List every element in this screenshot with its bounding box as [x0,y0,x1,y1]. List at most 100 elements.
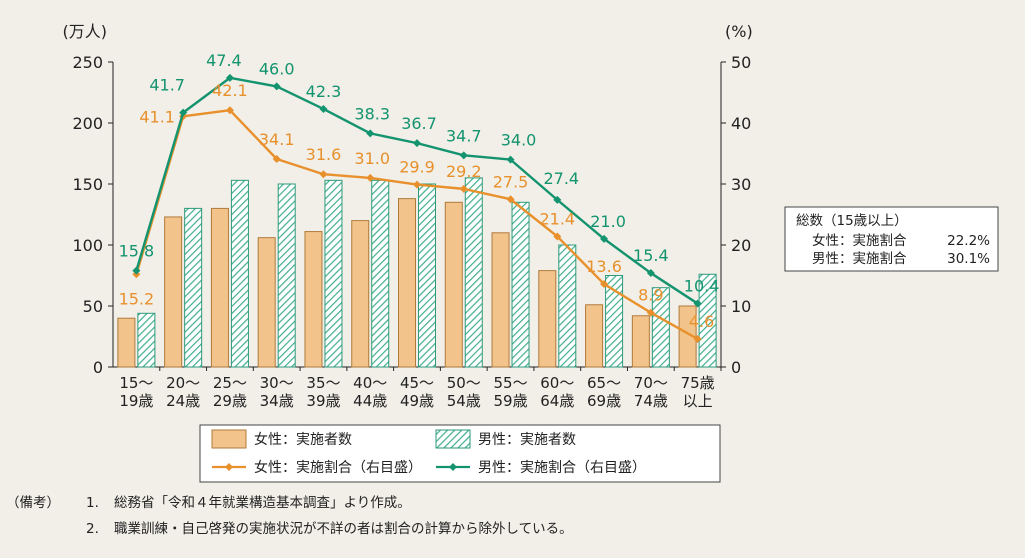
x-tick-label: 45～ [400,374,434,392]
left-axis-unit: (万人) [63,22,108,41]
male-rate-marker [272,82,281,91]
legend-label: 女性：実施者数 [254,431,352,448]
male-rate-label: 46.0 [259,59,295,78]
female-rate-marker [506,195,515,204]
female-rate-label: 42.1 [212,81,248,100]
male-count-bar [371,179,390,368]
male-rate-label: 38.3 [354,104,390,123]
female-count-bar [164,216,183,368]
legend-swatch-marker [225,463,233,471]
x-tick-label: 以上 [683,392,713,410]
male-rate-marker [132,266,141,275]
bars [117,177,717,368]
male-rate-marker [646,269,655,278]
female-rate-label: 41.1 [139,107,175,126]
male-count-bar [277,183,296,368]
male-rate-label: 27.4 [543,169,579,188]
x-tick-label: 50～ [447,374,481,392]
x-tick-label: 30～ [260,374,294,392]
female-rate-marker [693,334,702,343]
female-rate-label: 15.2 [119,289,155,308]
male-rate-label: 10.4 [684,277,720,296]
male-rate-marker [600,234,609,243]
left-tick-label: 0 [93,358,103,377]
female-rate-label: 29.9 [399,158,435,177]
right-tick-label: 10 [731,297,751,316]
female-rate-marker [366,173,375,182]
x-tick-label: 65～ [587,374,621,392]
male-count-bar [418,183,436,368]
female-rate-label: 8.9 [638,286,663,305]
legend-label: 男性：実施者数 [478,432,576,448]
female-rate-label: 27.5 [493,172,529,191]
male-rate-label: 42.3 [306,82,342,101]
x-tick-label: 74歳 [634,392,668,410]
male-count-bar [230,179,249,368]
female-rate-marker [553,232,562,241]
x-tick-label: 15～ [119,374,153,392]
male-rate-marker [459,151,468,160]
x-tick-label: 60～ [540,374,574,392]
male-rate-label: 34.7 [446,126,482,145]
legend-swatch-marker [449,463,457,471]
x-tick-label: 55～ [493,374,527,392]
male-rate-marker [553,195,562,204]
female-rate-marker [646,308,655,317]
male-count-bar [184,207,203,368]
x-tick-label: 75歳 [681,374,715,392]
right-axis-unit: (%) [725,22,753,41]
male-count-bar [605,275,624,368]
note-number: 2. [86,521,99,537]
female-rate-label: 21.4 [539,209,575,228]
female-rate-marker [600,280,609,289]
female-rate-marker [272,154,281,163]
female-rate-label: 31.0 [354,149,390,168]
female-rate-label: 13.6 [586,257,622,276]
male-rate-marker [225,73,234,82]
x-tick-label: 25～ [213,374,247,392]
female-count-bar [585,304,604,368]
male-count-bar [324,179,343,368]
legend-label: 男性：実施割合（右目盛） [478,459,646,476]
right-tick-label: 50 [731,53,751,72]
male-rate-marker [319,104,328,113]
female-count-bar [631,315,650,368]
male-rate-label: 21.0 [590,212,626,231]
summary-title: 総数（15歳以上） [796,213,908,229]
female-count-bar [351,220,370,368]
summary-box-frame [784,206,999,272]
x-tick-label: 64歳 [540,392,574,410]
notes: （備考） 1. 総務省「令和４年就業構造基本調査」より作成。 2. 職業訓練・自… [6,490,573,542]
x-tick-label: 19歳 [119,392,153,410]
x-tick-label: 44歳 [353,392,387,410]
male-rate-marker [506,155,515,164]
male-rate-label: 15.4 [633,246,669,265]
x-tick-label: 69歳 [587,392,621,410]
x-tick-label: 20～ [166,374,200,392]
male-rate-label: 34.0 [501,131,537,150]
summary-row-label: 女性：実施割合 [812,232,907,249]
right-tick-label: 30 [731,175,751,194]
female-rate-marker [225,106,234,115]
notes-tag: （備考） [6,495,60,511]
x-tick-label: 24歳 [166,392,200,410]
female-count-bar [398,198,416,368]
x-tick-label: 39歳 [306,392,340,410]
summary-row-label: 男性：実施割合 [812,250,907,267]
female-count-bar [257,237,276,368]
chart: 0 50 100 150 200 250 0 10 20 30 40 50 (万人) (%) 15～19歳 2… [63,22,999,483]
male-rate-marker [179,108,188,117]
x-tick-label: 70～ [634,374,668,392]
female-rate-label: 29.2 [446,162,482,181]
left-tick-label: 100 [72,236,103,255]
note-text: 総務省「令和４年就業構造基本調査」より作成。 [114,495,411,511]
summary-row-value: 22.2% [947,233,990,249]
female-rate-marker [319,170,328,179]
note-text: 職業訓練・自己啓発の実施状況が不詳の者は割合の計算から除外している。 [114,521,573,537]
note-number: 1. [86,495,99,511]
data-labels: 15.2 41.1 42.1 34.1 31.6 31.0 29.9 29.2 27.5 21.4… [119,51,720,331]
summary-box: 総数（15歳以上） 女性：実施割合 22.2% 男性：実施割合 30.1% [784,206,999,272]
male-rate-label: 41.7 [149,76,185,95]
